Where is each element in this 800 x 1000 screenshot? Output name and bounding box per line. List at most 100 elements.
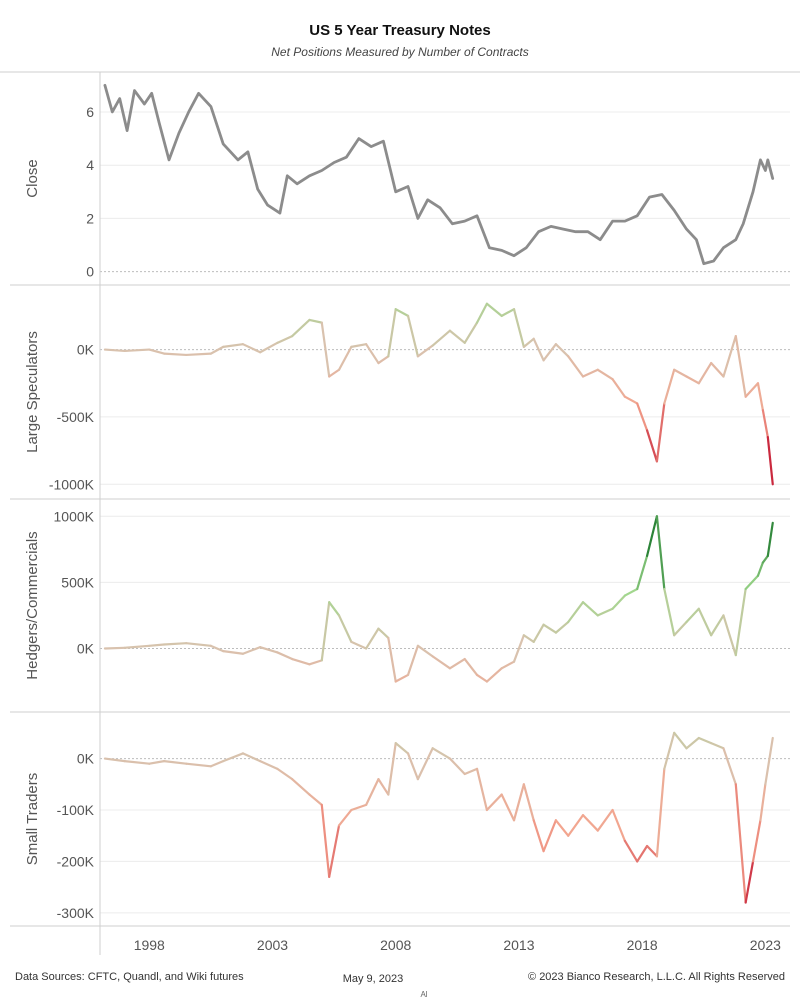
series-segment (259, 341, 279, 354)
series-segment (337, 614, 353, 643)
series-segment (761, 554, 769, 564)
series-segment (431, 329, 452, 347)
series-segment (276, 767, 294, 781)
series-segment (394, 742, 410, 755)
series-segment (722, 747, 737, 786)
series-segment (276, 335, 294, 344)
series-segment (673, 731, 688, 750)
y-tick-label: 0K (77, 342, 95, 358)
series-segment (291, 778, 311, 796)
series-segment (387, 636, 397, 683)
series-segment (663, 368, 676, 405)
series-segment (596, 607, 614, 617)
series-segment (448, 329, 466, 344)
series-segment (485, 302, 503, 317)
series-segment (291, 657, 311, 666)
series-segment (766, 436, 774, 486)
series-segment (406, 314, 419, 358)
series-segment (734, 587, 747, 657)
series-segment (350, 640, 368, 650)
series-segment (611, 594, 626, 610)
series-segment (475, 302, 488, 324)
series-segment (448, 657, 466, 670)
series-segment (756, 561, 764, 577)
series-segment (567, 601, 585, 624)
series-segment (663, 731, 676, 770)
series-segment (522, 783, 535, 822)
series-segment (259, 760, 279, 770)
series-segment (734, 335, 747, 398)
series-segment (148, 760, 166, 765)
series-segment (320, 803, 331, 878)
x-tick-label: 2023 (750, 937, 781, 953)
series-segment (162, 760, 188, 765)
series-segment (276, 651, 294, 661)
series-segment (123, 644, 151, 649)
series-segment (463, 321, 479, 344)
series-segment (522, 634, 535, 643)
series-segment (645, 844, 659, 858)
series-segment (337, 345, 353, 371)
series-segment (365, 627, 380, 650)
y-tick-label: -100K (57, 802, 95, 818)
series-segment (623, 395, 639, 405)
series-segment (532, 623, 545, 643)
series-segment (241, 646, 262, 655)
y-tick-label: 500K (61, 574, 94, 590)
series-segment (394, 308, 410, 317)
series-segment (542, 819, 557, 853)
series-segment (522, 337, 535, 348)
series-segment (766, 521, 774, 558)
series-segment (222, 752, 245, 763)
series-segment (554, 819, 570, 837)
series-segment (500, 660, 516, 670)
series-segment (663, 587, 676, 637)
series-segment (596, 808, 614, 832)
series-segment (764, 736, 774, 786)
series-segment (365, 778, 380, 806)
series-segment (761, 409, 769, 439)
series-segment (744, 574, 760, 591)
series-segment (655, 767, 666, 858)
series-segment (512, 783, 525, 822)
series-segment (611, 378, 626, 398)
series-segment (581, 368, 599, 378)
series-segment (623, 839, 639, 863)
series-segment (328, 824, 341, 878)
series-segment (320, 321, 331, 378)
series-segment (162, 642, 188, 646)
series-segment (581, 601, 599, 617)
panel-close: 0 2 4 6 Close (10, 83, 790, 286)
series-segment (162, 352, 188, 357)
series-segment (542, 623, 557, 634)
series-segment (209, 345, 225, 355)
series-segment (350, 803, 368, 812)
series-segment (554, 620, 570, 634)
series-segment (512, 308, 525, 348)
series-segment (655, 515, 666, 591)
series-segment (365, 343, 380, 365)
series-segment (337, 808, 353, 827)
y-tick-label: -300K (57, 905, 95, 921)
series-segment (416, 344, 434, 358)
series-segment (673, 620, 688, 637)
series-segment (350, 343, 368, 348)
series-segment (636, 402, 649, 432)
series-segment (722, 614, 737, 657)
series-line (103, 83, 775, 266)
series-segment (710, 742, 725, 750)
series-segment (673, 368, 688, 378)
y-tick-label: -1000K (49, 476, 95, 492)
series-segment (291, 318, 311, 338)
series-segment (463, 657, 479, 677)
series-segment (148, 348, 166, 355)
y-tick-label: 1000K (54, 508, 95, 524)
footer-copyright: © 2023 Bianco Research, L.L.C. All Right… (528, 971, 785, 983)
footer-tiny-mark: Al (420, 990, 427, 999)
series-segment (241, 752, 262, 763)
series-segment (148, 643, 166, 647)
y-tick-label: 0K (77, 751, 95, 767)
x-axis: 1998 2003 2008 2013 2018 2023 (134, 937, 781, 953)
x-tick-label: 2013 (503, 937, 534, 953)
